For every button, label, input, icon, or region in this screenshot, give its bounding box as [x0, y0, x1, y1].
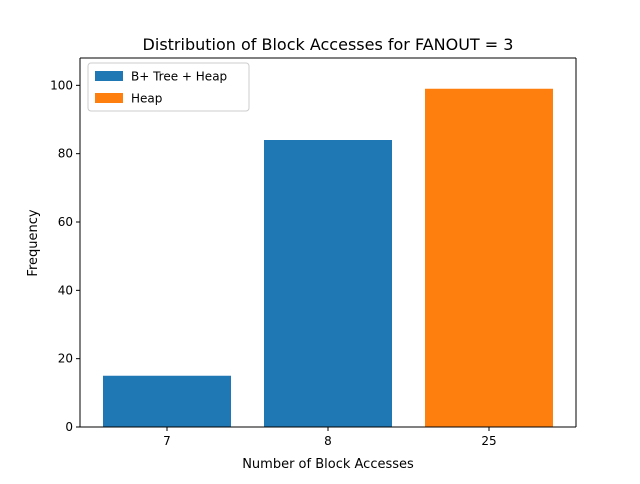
bar-8 — [264, 140, 392, 427]
plot-area: 0 20 40 60 80 100 7 8 25 — [50, 57, 577, 448]
y-axis-label: Frequency — [26, 209, 41, 276]
y-tick-label: 100 — [50, 78, 73, 92]
legend-swatch — [95, 93, 123, 103]
legend-swatch — [95, 71, 123, 81]
y-tick-label: 20 — [58, 352, 73, 366]
x-tick-label: 8 — [324, 434, 332, 448]
bar-7 — [103, 375, 231, 427]
x-axis-label: Number of Block Accesses — [242, 457, 414, 472]
bar-25 — [425, 88, 553, 427]
y-tick-label: 0 — [65, 420, 73, 434]
y-tick-label: 80 — [58, 147, 73, 161]
legend-box — [87, 62, 250, 112]
y-tick-label: 40 — [58, 283, 73, 297]
x-tick-label: 7 — [163, 434, 171, 448]
x-tick-label: 25 — [481, 434, 496, 448]
legend: B+ Tree + Heap Heap — [87, 62, 250, 112]
legend-label: Heap — [131, 92, 162, 106]
chart-title: Distribution of Block Accesses for FANOU… — [143, 35, 514, 54]
legend-label: B+ Tree + Heap — [131, 70, 227, 84]
y-tick-label: 60 — [58, 215, 73, 229]
